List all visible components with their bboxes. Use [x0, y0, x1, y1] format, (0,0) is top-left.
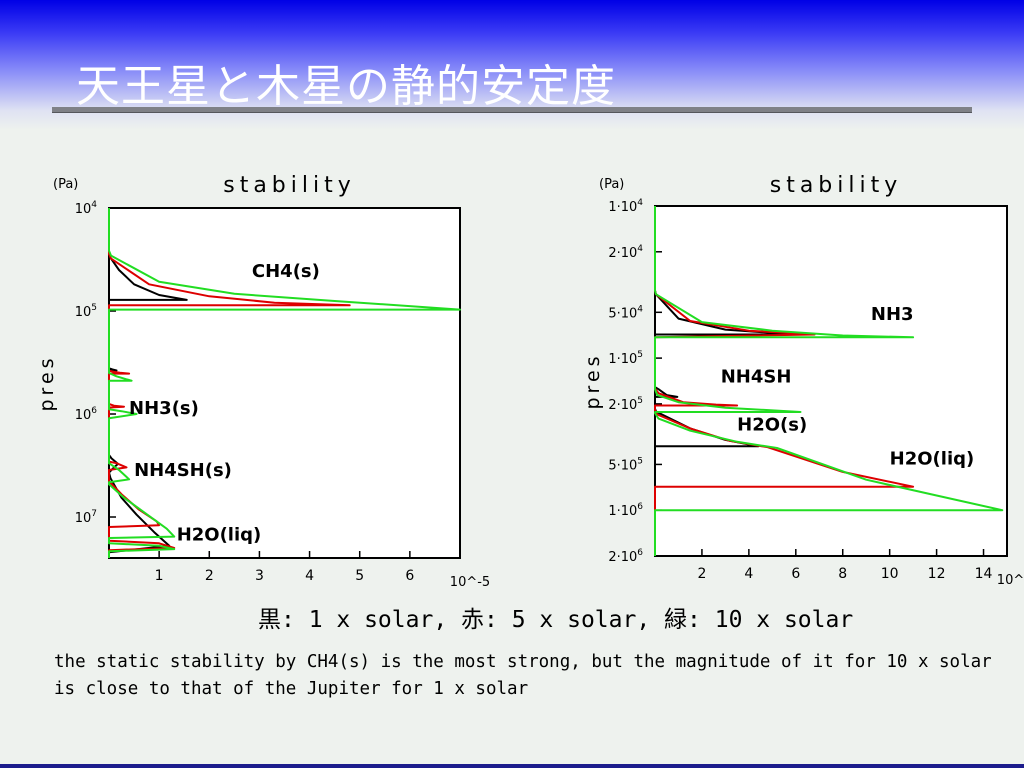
y-axis-label: pres [582, 352, 604, 409]
chart-uranus-stability: stability (Pa) pres 10^-5 1 2 3 4 5 6 104 105 106 107… [36, 173, 490, 590]
x-unit-label: 10^-5 [997, 573, 1024, 588]
x-tick-label: 12 [928, 566, 946, 582]
y-unit-label: (Pa) [53, 177, 78, 192]
x-tick-label: 1 [155, 568, 164, 584]
caption-line-1: the static stability by CH4(s) is the mo… [54, 652, 992, 672]
y-tick-label: 1·105 [608, 350, 643, 367]
bottom-rule [0, 764, 1024, 768]
y-tick-label: 2·104 [608, 244, 643, 261]
curve-annotation: NH4SH [721, 367, 792, 388]
y-tick-label: 106 [75, 406, 98, 423]
series-line-5-x-solar [108, 208, 351, 558]
x-unit-label: 10^-5 [450, 575, 490, 590]
chart-title: stability [770, 173, 903, 198]
y-tick-label: 1·106 [608, 502, 643, 519]
x-tick-label: 4 [744, 566, 753, 582]
x-tick-label: 10 [881, 566, 899, 582]
x-tick-label: 2 [697, 566, 706, 582]
x-tick-label: 6 [791, 566, 800, 582]
x-tick-label: 5 [355, 568, 364, 584]
y-unit-label: (Pa) [599, 177, 624, 192]
x-tick-label: 6 [405, 568, 414, 584]
y-tick-label: 2·105 [608, 396, 643, 413]
series-line-10-x-solar [108, 208, 461, 558]
curve-annotation: NH3 [871, 304, 914, 325]
curve-annotation: CH4(s) [252, 261, 320, 282]
caption-line-2: is close to that of the Jupiter for 1 x … [54, 679, 529, 699]
y-tick-label: 105 [75, 303, 97, 320]
x-tick-label: 2 [205, 568, 214, 584]
y-tick-label: 104 [75, 200, 98, 217]
series-line-5-x-solar [654, 206, 915, 556]
y-tick-label: 107 [75, 509, 97, 526]
curve-annotation: NH3(s) [129, 398, 199, 419]
curve-annotation: H2O(liq) [890, 448, 975, 469]
x-tick-label: 8 [838, 566, 847, 582]
slide-title: 天王星と木星の静的安定度 [76, 61, 616, 112]
title-underline [52, 107, 972, 113]
y-axis-label: pres [36, 354, 58, 411]
plot-frame [654, 205, 1008, 557]
series-line-10-x-solar [654, 206, 1004, 556]
x-tick-label: 4 [305, 568, 314, 584]
curve-annotation: NH4SH(s) [134, 460, 232, 481]
x-tick-label: 14 [975, 566, 993, 582]
y-tick-label: 5·105 [608, 456, 643, 473]
y-tick-label: 1·104 [608, 198, 643, 215]
y-tick-label: 2·106 [608, 548, 643, 565]
chart-title: stability [223, 173, 356, 198]
plot-frame [108, 207, 461, 559]
curve-annotation: H2O(liq) [177, 525, 262, 546]
y-tick-label: 5·104 [608, 304, 643, 321]
x-tick-label: 3 [255, 568, 264, 584]
color-legend-text: 黒: 1 x solar, 赤: 5 x solar, 緑: 10 x sola… [258, 607, 854, 633]
curve-annotation: H2O(s) [737, 415, 807, 436]
chart-jupiter-stability: stability (Pa) pres 10^-5 2 4 6 8 10 12 14 1·104 2·1… [582, 173, 1024, 588]
